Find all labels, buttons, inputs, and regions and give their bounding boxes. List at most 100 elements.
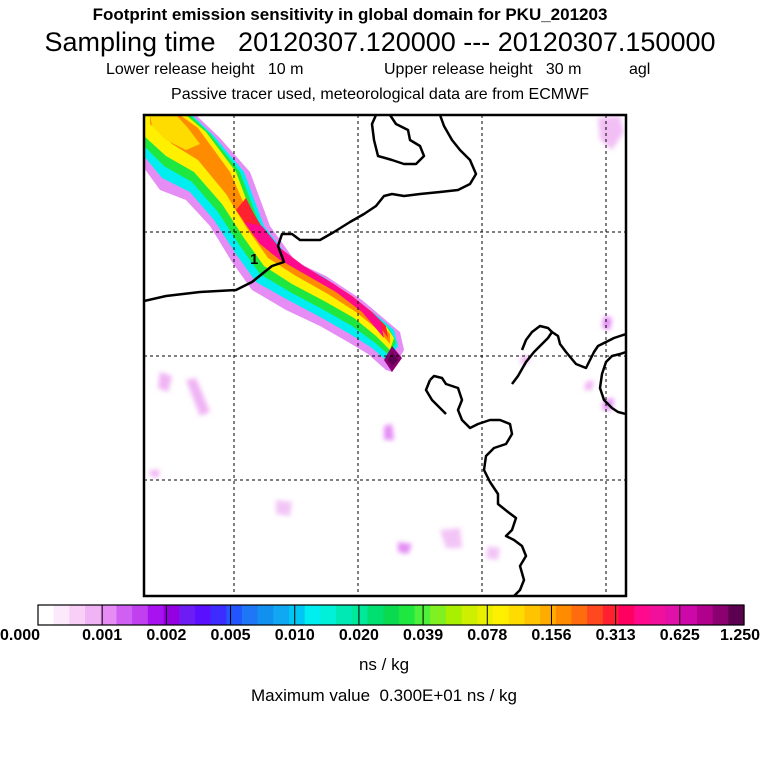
colorbar-cell <box>241 605 259 625</box>
colorbar-cell <box>587 605 604 625</box>
colorbar-units: ns / kg <box>358 655 410 674</box>
patch-topright <box>598 116 624 150</box>
colorbar-cell <box>163 605 180 625</box>
colorbar-cell <box>85 605 102 625</box>
colorbar-cell <box>336 605 353 625</box>
colorbar-cell <box>508 605 525 625</box>
patch-lowleft <box>150 470 160 478</box>
lower-release-height: Lower release height 10 m <box>106 61 303 79</box>
coast-peninsula-b <box>520 324 553 351</box>
colorbar-tick-label: 0.078 <box>467 627 508 644</box>
colorbar-tick-label: 0.005 <box>210 627 251 644</box>
colorbar-cell <box>257 605 274 625</box>
colorbar-cell <box>289 605 306 625</box>
colorbar-tick-label: 1.250 <box>719 627 761 644</box>
colorbar-tick-label: 0.000 <box>0 627 41 644</box>
patch-right4 <box>584 380 594 390</box>
colorbar-frame <box>37 604 745 626</box>
colorbar-cell <box>194 605 212 625</box>
max-value: Maximum value 0.300E+01 ns / kg <box>251 686 517 705</box>
plume-red <box>236 198 388 338</box>
patch-bottom2 <box>440 528 462 548</box>
colorbar-tick-label: 0.010 <box>274 627 315 644</box>
colorbar-cell <box>69 605 86 625</box>
colorbar-cell <box>398 605 416 625</box>
colorbar-tick-label: 0.001 <box>82 627 123 644</box>
map-frame <box>142 113 628 598</box>
colorbar-cell <box>728 605 745 625</box>
contour-label: 1 <box>250 251 258 268</box>
colorbar-cell <box>147 605 165 625</box>
colorbar-tick-label: 0.156 <box>531 627 572 644</box>
patch-bottom4 <box>486 546 500 560</box>
footprint-plume <box>144 115 624 560</box>
patch-right1 <box>602 316 612 330</box>
colorbar-cell <box>571 605 588 625</box>
plume-band <box>144 115 404 372</box>
coast-north-inlet <box>370 115 426 166</box>
colorbar-cell <box>461 605 478 625</box>
coast-east <box>598 350 626 416</box>
colorbar-cell <box>524 605 541 625</box>
colorbar-cell <box>649 605 667 625</box>
colorbar-cell <box>383 605 400 625</box>
colorbar-cell <box>634 605 651 625</box>
upper-release-label: Upper release height <box>384 61 533 78</box>
colorbar-tick-label: 0.625 <box>659 627 700 644</box>
plume-yellow-topleft <box>150 115 200 150</box>
faint-patches <box>150 116 624 560</box>
release-reference: agl <box>629 61 651 78</box>
colorbar-cell <box>367 605 384 625</box>
patch-bottom3 <box>398 542 412 554</box>
coastlines <box>144 115 626 596</box>
patch-bottom1 <box>276 500 292 516</box>
colorbar-cell <box>273 605 290 625</box>
colorbar-cell <box>602 605 620 625</box>
colorbar-tick-label: 0.020 <box>338 627 379 644</box>
colorbar-dividers <box>101 605 681 625</box>
colorbar-cell <box>116 605 133 625</box>
colorbar-cell <box>100 605 118 625</box>
patch-left2 <box>186 378 210 416</box>
colorbar-tick-label: 0.313 <box>595 627 636 644</box>
grid-lines <box>144 115 626 596</box>
colorbar-cell <box>320 605 337 625</box>
colorbar-cell <box>696 605 714 625</box>
colorbar-cell <box>226 605 243 625</box>
colorbar-cell <box>430 605 447 625</box>
colorbar-cell <box>665 605 682 625</box>
lower-release-label: Lower release height <box>106 61 255 78</box>
colorbar-cell <box>132 605 149 625</box>
colorbar-cell <box>712 605 729 625</box>
colorbar-cell <box>179 605 196 625</box>
colorbar-cell <box>38 605 55 625</box>
colorbar-cell <box>492 605 510 625</box>
coast-gulf <box>429 374 528 596</box>
colorbar-cell <box>540 605 557 625</box>
chart-title: Footprint emission sensitivity in global… <box>92 5 608 24</box>
lower-release-value: 10 m <box>267 61 304 78</box>
coast-peninsula <box>511 330 626 385</box>
colorbar-cell <box>53 605 70 625</box>
colorbar-cell <box>477 605 494 625</box>
patch-mid <box>384 424 394 440</box>
tracer-note: Passive tracer used, meteorological data… <box>171 86 589 103</box>
coast-north <box>144 115 478 303</box>
colorbar-cell <box>304 605 321 625</box>
colorbar-cell <box>555 605 573 625</box>
colorbar-cell <box>445 605 463 625</box>
upper-release-height: Upper release height 30 m <box>384 61 581 79</box>
patch-left <box>158 372 172 392</box>
upper-release-value: 30 m <box>545 61 582 78</box>
colorbar-cell <box>681 605 698 625</box>
colorbar-tick-label: 0.039 <box>403 627 444 644</box>
colorbar-tick-label: 0.002 <box>146 627 187 644</box>
colorbar-cells <box>38 605 745 625</box>
colorbar-cell <box>351 605 369 625</box>
colorbar-cell <box>618 605 635 625</box>
colorbar <box>37 604 745 626</box>
coast-gulf-west <box>424 379 447 415</box>
colorbar-cell <box>210 605 227 625</box>
sampling-time: Sampling time 20120307.120000 --- 201203… <box>44 27 716 57</box>
